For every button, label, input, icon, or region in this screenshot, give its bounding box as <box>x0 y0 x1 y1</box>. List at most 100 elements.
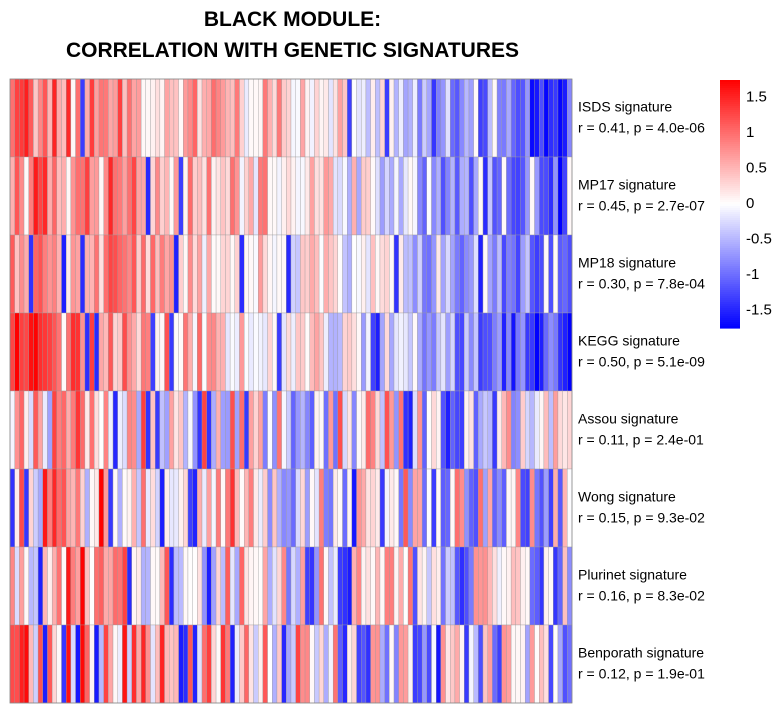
heatmap-cell <box>300 390 306 470</box>
heatmap-cell <box>506 390 512 470</box>
heatmap-cell <box>75 624 81 704</box>
heatmap-cell <box>557 78 563 158</box>
legend-color-step <box>720 238 740 241</box>
heatmap-cell <box>173 624 179 704</box>
heatmap-cell <box>492 312 498 392</box>
heatmap-cell <box>543 468 549 548</box>
legend-color-step <box>720 320 740 323</box>
heatmap-cell <box>337 234 343 314</box>
heatmap-cell <box>9 390 15 470</box>
heatmap-cell <box>51 312 58 392</box>
heatmap-cell <box>389 156 395 236</box>
heatmap-cell <box>70 234 76 314</box>
heatmap-cell <box>131 390 137 470</box>
heatmap-cell <box>426 312 432 392</box>
heatmap-cell <box>103 312 109 392</box>
heatmap-cell <box>496 546 502 626</box>
heatmap-cell <box>192 468 198 548</box>
heatmap-cell <box>220 78 226 158</box>
heatmap-cell <box>351 546 357 626</box>
heatmap-cell <box>108 468 114 548</box>
heatmap-cell <box>70 468 76 548</box>
heatmap-cell <box>393 624 399 704</box>
heatmap-cell <box>66 312 72 392</box>
heatmap-cell <box>220 546 226 626</box>
heatmap-cell <box>206 156 212 236</box>
heatmap-cell <box>197 78 203 158</box>
heatmap-cell <box>370 312 376 392</box>
heatmap-cell <box>506 312 512 392</box>
heatmap-cell <box>393 234 399 314</box>
heatmap-cell <box>506 78 512 158</box>
heatmap-cell <box>61 78 67 158</box>
heatmap-cell <box>365 624 371 704</box>
heatmap-cell <box>215 234 221 314</box>
heatmap-cell <box>510 624 516 704</box>
heatmap-cell <box>567 624 573 704</box>
heatmap-cell <box>126 468 132 548</box>
heatmap-cell <box>42 390 48 470</box>
legend-color-step <box>720 192 740 195</box>
heatmap-cell <box>14 624 20 704</box>
heatmap-cell <box>286 78 292 158</box>
heatmap-cell <box>412 234 418 314</box>
heatmap-cell <box>323 234 329 314</box>
heatmap-cell <box>557 624 563 704</box>
heatmap-cell <box>407 312 413 392</box>
heatmap-cell <box>112 468 118 548</box>
row-label-stats: r = 0.15, p = 9.3e-02 <box>578 510 705 526</box>
heatmap-cell <box>42 156 48 236</box>
heatmap-cell <box>262 156 268 236</box>
heatmap-cell <box>496 312 502 392</box>
heatmap-cell <box>370 468 376 548</box>
legend-color-step <box>720 304 740 307</box>
heatmap-cell <box>23 312 29 392</box>
legend-color-step <box>720 264 740 267</box>
legend-color-step <box>720 222 740 225</box>
heatmap-cell <box>169 234 175 314</box>
legend-color-step <box>720 212 740 215</box>
heatmap-cell <box>450 390 456 470</box>
legend-color-step <box>720 262 740 265</box>
heatmap-cell <box>61 312 67 392</box>
heatmap-cell <box>225 156 231 236</box>
heatmap-cell <box>140 468 146 548</box>
heatmap-cell <box>534 546 540 626</box>
heatmap-cell <box>459 312 465 392</box>
heatmap-cell <box>61 624 67 704</box>
heatmap-cell <box>164 78 170 158</box>
heatmap-cell <box>557 468 563 548</box>
legend-color-step <box>720 216 740 219</box>
legend-color-step <box>720 100 740 103</box>
heatmap-cell <box>389 78 395 158</box>
heatmap-cell <box>145 390 151 470</box>
heatmap-cell <box>47 78 53 158</box>
heatmap-cell <box>215 390 221 470</box>
heatmap-cell <box>23 468 29 548</box>
heatmap-cell <box>426 624 432 704</box>
heatmap-cell <box>487 546 493 626</box>
heatmap-cell <box>318 156 324 236</box>
heatmap-cell <box>464 312 470 392</box>
heatmap-cell <box>117 78 123 158</box>
heatmap-cell <box>66 390 72 470</box>
heatmap-cell <box>543 156 549 236</box>
heatmap-cell <box>243 312 250 392</box>
heatmap-cell <box>468 234 474 314</box>
heatmap-cell <box>117 156 123 236</box>
heatmap-cell <box>84 546 90 626</box>
heatmap-cell <box>183 546 189 626</box>
heatmap-cell <box>520 312 526 392</box>
heatmap-cell <box>314 78 320 158</box>
heatmap-cell <box>524 546 531 626</box>
heatmap-cell <box>33 390 39 470</box>
heatmap-cell <box>47 312 53 392</box>
legend-color-step <box>720 274 740 277</box>
heatmap-cell <box>548 390 554 470</box>
heatmap-cell <box>108 312 114 392</box>
heatmap-cell <box>314 156 320 236</box>
heatmap-cell <box>276 78 282 158</box>
heatmap-cell <box>403 390 409 470</box>
heatmap-cell <box>567 78 573 158</box>
heatmap-cell <box>131 156 137 236</box>
